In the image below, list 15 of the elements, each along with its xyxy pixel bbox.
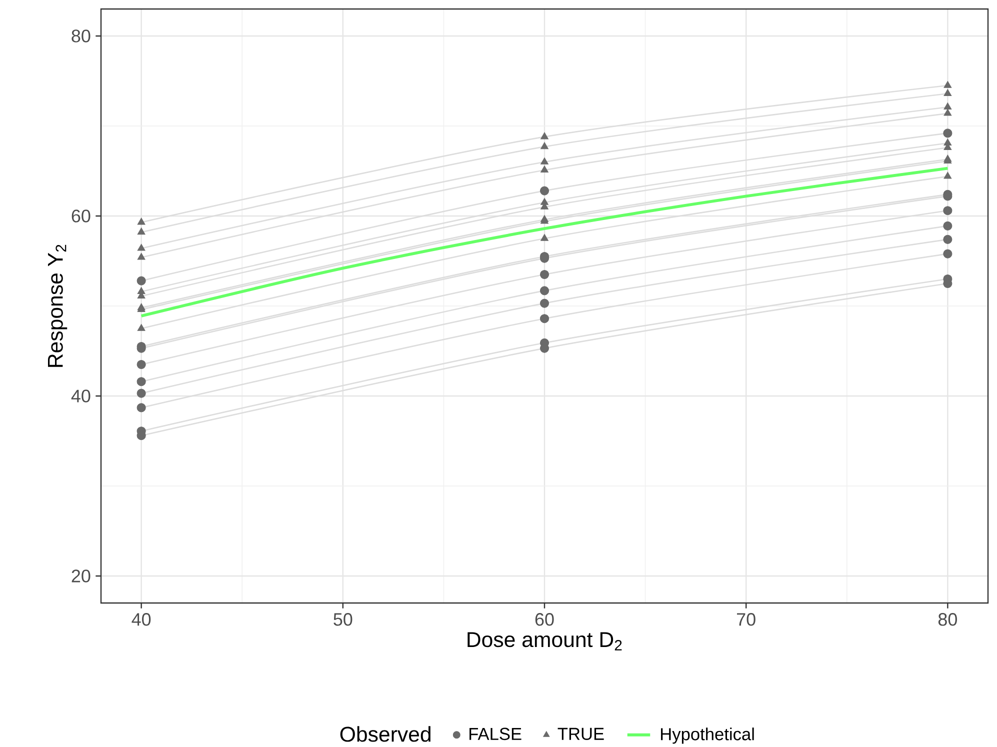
x-axis-title: Dose amount D$_{2}$ [468,632,622,650]
legend-label: FALSE [470,728,522,740]
y-tick-label: 80 [72,30,90,42]
x-tick-label: 50 [334,613,352,626]
legend-label: Hypothetical [661,728,754,744]
y-tick-label: 40 [71,390,90,402]
x-tick-label: 80 [938,613,957,626]
y-tick-label: 60 [72,210,90,222]
y-tick-label: 20 [72,570,90,582]
x-tick-label: 70 [737,613,756,626]
legend-label: TRUE [558,728,604,740]
legend-title: Observed [340,726,430,742]
x-tick-label: 40 [132,613,151,626]
y-axis-title: Response Y$_{2}$ [48,244,68,367]
x-tick-label: 60 [535,613,554,626]
